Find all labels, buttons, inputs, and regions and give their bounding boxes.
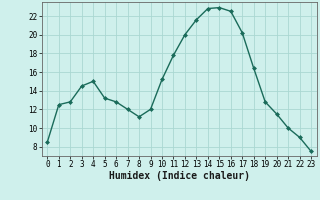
X-axis label: Humidex (Indice chaleur): Humidex (Indice chaleur) bbox=[109, 171, 250, 181]
